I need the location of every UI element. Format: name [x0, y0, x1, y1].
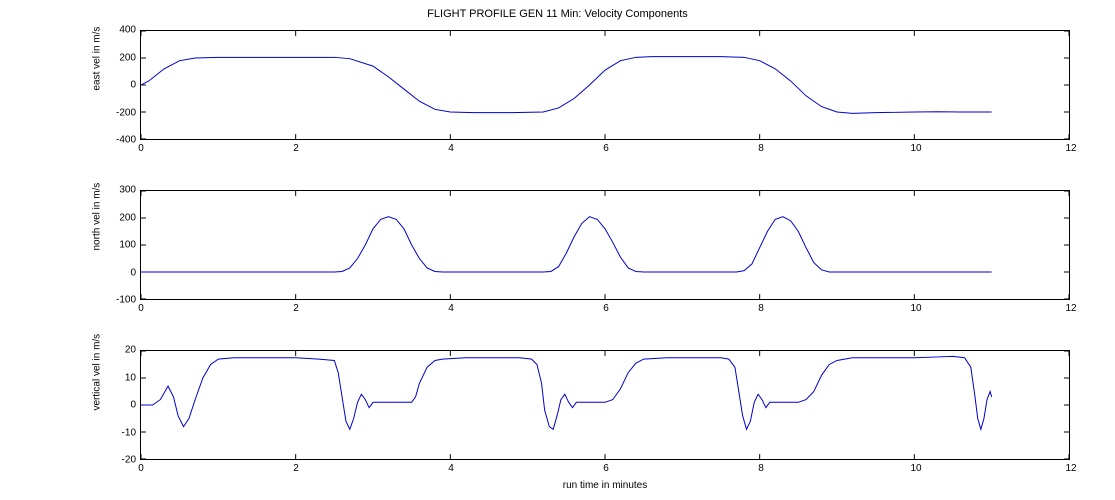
xtick-label: 6	[603, 143, 609, 154]
plot-north-vel	[141, 191, 1069, 299]
xtick-label: 8	[758, 303, 764, 314]
xtick-label: 12	[1065, 463, 1076, 474]
xtick-label: 12	[1065, 303, 1076, 314]
figure: FLIGHT PROFILE GEN 11 Min: Velocity Comp…	[0, 0, 1115, 500]
xtick-label: 10	[910, 303, 921, 314]
ytick-label: 200	[96, 212, 136, 223]
xtick-label: 10	[910, 463, 921, 474]
xtick-label: 4	[448, 143, 454, 154]
plot-vertical-vel	[141, 351, 1069, 459]
ytick-label: -400	[96, 135, 136, 146]
ytick-label: -10	[96, 427, 136, 438]
xtick-label: 4	[448, 463, 454, 474]
ytick-label: 100	[96, 240, 136, 251]
ytick-label: -200	[96, 107, 136, 118]
xtick-label: 4	[448, 303, 454, 314]
subplot-east-vel: 024681012	[140, 30, 1070, 140]
xtick-label: 2	[293, 463, 299, 474]
ytick-label: 400	[96, 25, 136, 36]
ytick-label: -20	[96, 455, 136, 466]
plot-east-vel	[141, 31, 1069, 139]
xtick-label: 6	[603, 463, 609, 474]
ytick-label: 20	[96, 345, 136, 356]
xtick-label: 6	[603, 303, 609, 314]
xtick-label: 0	[138, 463, 144, 474]
xtick-label: 0	[138, 143, 144, 154]
ytick-label: -100	[96, 295, 136, 306]
ytick-label: 0	[96, 400, 136, 411]
ytick-label: 0	[96, 267, 136, 278]
xtick-label: 2	[293, 143, 299, 154]
xlabel: run time in minutes	[140, 480, 1070, 491]
xtick-label: 8	[758, 143, 764, 154]
xtick-label: 2	[293, 303, 299, 314]
subplot-north-vel: 024681012	[140, 190, 1070, 300]
ytick-label: 0	[96, 80, 136, 91]
data-line	[141, 217, 992, 272]
xtick-label: 0	[138, 303, 144, 314]
xtick-label: 8	[758, 463, 764, 474]
data-line	[141, 356, 992, 429]
ytick-label: 200	[96, 52, 136, 63]
ytick-label: 10	[96, 372, 136, 383]
data-line	[141, 57, 992, 114]
xtick-label: 12	[1065, 143, 1076, 154]
ytick-label: 300	[96, 185, 136, 196]
subplot-vertical-vel: 024681012	[140, 350, 1070, 460]
figure-title: FLIGHT PROFILE GEN 11 Min: Velocity Comp…	[0, 8, 1115, 20]
xtick-label: 10	[910, 143, 921, 154]
